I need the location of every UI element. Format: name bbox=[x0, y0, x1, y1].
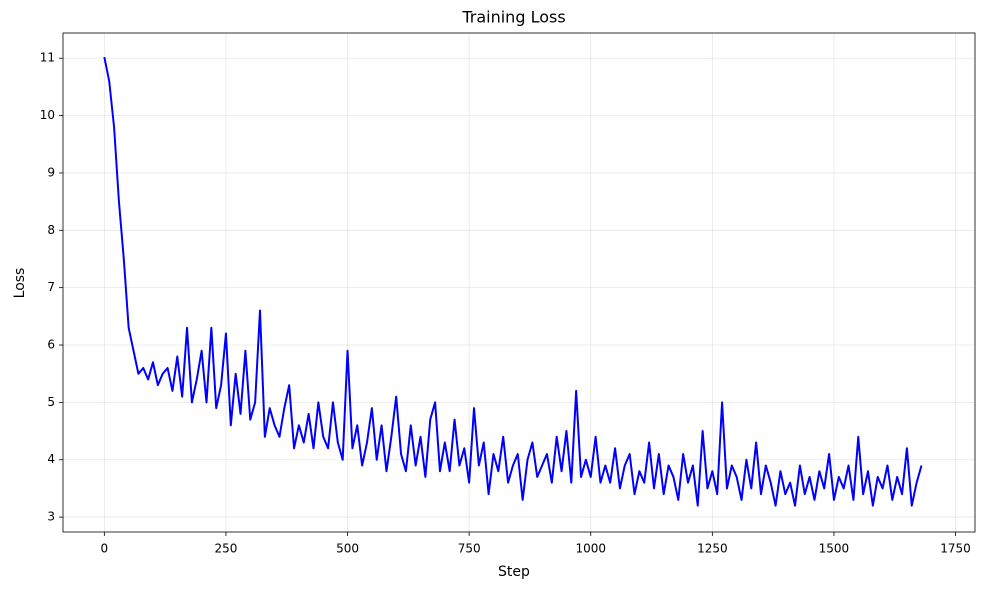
loss-line bbox=[103, 56, 923, 507]
chart-title: Training Loss bbox=[461, 8, 565, 27]
x-tick-label: 1000 bbox=[575, 542, 606, 556]
y-tick-label: 7 bbox=[47, 280, 55, 294]
x-axis-label: Step bbox=[498, 564, 530, 580]
y-tick-label: 9 bbox=[47, 165, 55, 179]
y-tick-label: 6 bbox=[47, 338, 55, 352]
y-tick-label: 5 bbox=[47, 395, 55, 409]
x-tick-label: 1250 bbox=[697, 542, 728, 556]
x-tick-label: 1500 bbox=[819, 542, 850, 556]
y-tick-label: 10 bbox=[40, 108, 55, 122]
y-tick-label: 11 bbox=[40, 51, 55, 65]
y-tick-label: 4 bbox=[47, 452, 55, 466]
y-tick-label: 3 bbox=[47, 510, 55, 524]
x-tick-label: 750 bbox=[458, 542, 481, 556]
plot-frame bbox=[62, 32, 976, 533]
x-tick-label: 1750 bbox=[940, 542, 971, 556]
x-tick-label: 500 bbox=[336, 542, 359, 556]
y-tick-label: 8 bbox=[47, 223, 55, 237]
x-tick-label: 0 bbox=[101, 542, 109, 556]
x-tick-label: 250 bbox=[214, 542, 237, 556]
y-axis-label: Loss bbox=[12, 268, 28, 299]
